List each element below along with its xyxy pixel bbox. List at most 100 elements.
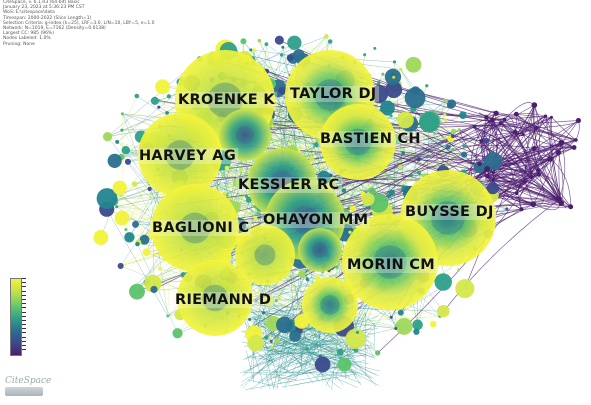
network-edge (504, 119, 533, 178)
network-edge (244, 355, 264, 359)
network-node (484, 115, 489, 120)
network-node (530, 201, 537, 208)
network-edge (330, 353, 374, 357)
network-node (247, 334, 265, 352)
network-node (397, 309, 404, 316)
network-node (245, 195, 249, 199)
hub-node (219, 109, 271, 161)
network-edge (472, 142, 562, 181)
network-node (395, 317, 413, 335)
network-node (323, 34, 329, 39)
network-node (262, 295, 274, 307)
network-node (375, 350, 381, 356)
network-node (102, 132, 113, 142)
network-edge (266, 305, 289, 367)
network-node (493, 110, 499, 116)
network-edge (365, 142, 419, 193)
network-summary: CiteSpace, v. 6.1.R3 (64-bit) Basic Janu… (3, 0, 155, 47)
network-node (555, 149, 562, 155)
network-edge (262, 340, 275, 390)
network-edge (279, 39, 497, 114)
network-node (376, 194, 384, 203)
label-riemann[interactable]: RIEMANN D (173, 292, 274, 308)
network-node (434, 273, 452, 291)
network-edge (248, 356, 275, 362)
hub-node (320, 104, 396, 180)
network-edge (532, 152, 559, 205)
network-node (443, 118, 447, 122)
network-node (117, 262, 124, 270)
network-node (334, 265, 339, 269)
network-edge (536, 127, 575, 148)
meta-line: Nodes Labeled: 1.0% (3, 36, 51, 42)
network-node (139, 234, 150, 245)
network-node (429, 320, 437, 328)
network-node (238, 167, 243, 172)
network-node (389, 114, 393, 118)
network-node (256, 211, 260, 215)
network-node (305, 347, 309, 351)
network-node (450, 128, 457, 135)
network-node (373, 46, 377, 50)
network-node (257, 38, 262, 43)
network-node (523, 180, 527, 184)
network-node (147, 186, 152, 191)
network-node (558, 139, 565, 146)
label-ohayon[interactable]: OHAYON MM (261, 212, 371, 228)
network-node (112, 180, 127, 195)
hub-node (342, 214, 438, 310)
hub-node-core (235, 125, 255, 145)
legend-ticks (22, 278, 28, 356)
label-morin[interactable]: MORIN CM (345, 257, 437, 273)
network-node (348, 230, 352, 234)
network-edge (516, 116, 552, 194)
network-node (368, 187, 376, 196)
network-node (513, 111, 519, 117)
network-edge (486, 169, 562, 204)
network-edge (296, 360, 366, 376)
network-node (287, 35, 302, 50)
network-node (521, 132, 525, 136)
network-node (96, 188, 118, 209)
network-node (425, 84, 429, 88)
hub-node-core (201, 284, 229, 312)
meta-line: Largest CC: 985 (96%) (3, 31, 54, 37)
label-harvey[interactable]: HARVEY AG (137, 148, 239, 164)
network-edge (257, 301, 314, 384)
network-node (361, 192, 375, 206)
network-node (142, 248, 151, 257)
network-edge (245, 381, 292, 390)
hub-node-core (320, 295, 340, 315)
network-edge (242, 309, 297, 314)
network-node (276, 296, 281, 301)
meta-line: WoS: E:\citespace\data (3, 10, 55, 16)
network-node (485, 174, 489, 178)
network-node (132, 220, 139, 228)
network-node (157, 105, 161, 109)
network-node (444, 163, 448, 167)
network-node (472, 125, 477, 129)
label-buysse[interactable]: BUYSSE DJ (403, 204, 496, 220)
label-taylor[interactable]: TAYLOR DJ (288, 86, 379, 102)
network-node (93, 230, 109, 245)
network-edge (516, 113, 576, 141)
network-edge (251, 341, 358, 388)
network-node (273, 338, 280, 344)
hub-node (151, 184, 239, 272)
network-edge (500, 123, 533, 178)
hub-node-core (373, 245, 407, 279)
network-node (345, 328, 366, 349)
network-node (121, 145, 130, 155)
network-node (381, 72, 385, 76)
network-edge (266, 44, 291, 169)
label-kroenke[interactable]: KROENKE K (176, 92, 277, 108)
network-node (450, 147, 455, 152)
label-baglioni[interactable]: BAGLIONI C (150, 220, 252, 236)
network-node (363, 53, 367, 57)
label-kessler[interactable]: KESSLER RC (236, 177, 342, 193)
network-node (228, 197, 232, 201)
network-node (405, 56, 422, 73)
network-node (115, 205, 119, 209)
label-bastien[interactable]: BASTIEN CH (318, 131, 423, 147)
